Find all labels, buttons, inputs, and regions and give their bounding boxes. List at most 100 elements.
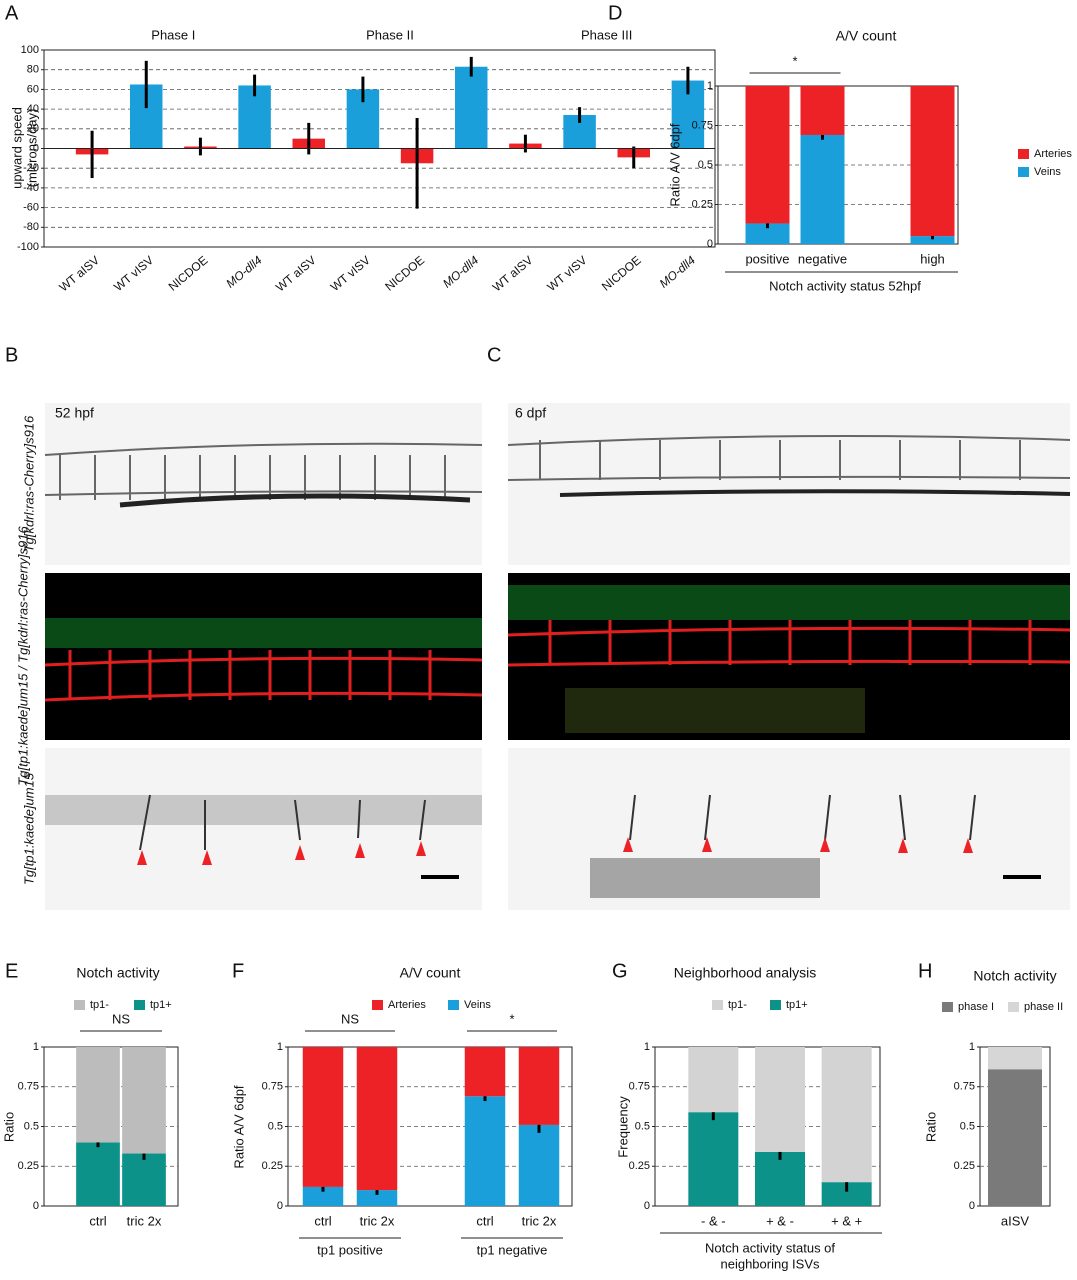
x-tick-label: negative <box>798 251 847 266</box>
chart-title: Neighborhood analysis <box>674 965 816 981</box>
y-tick-label: -40 <box>23 182 39 194</box>
bar-segment <box>745 86 790 224</box>
legend-swatch <box>1008 1002 1019 1012</box>
annotation: NS <box>112 1011 130 1026</box>
y-tick-label: 0 <box>277 1200 283 1212</box>
x-tick-label: tric 2x <box>127 1213 162 1228</box>
y-tick-label: -20 <box>23 162 39 174</box>
y-tick-label: 0.5 <box>960 1120 975 1132</box>
panel-letter: F <box>232 960 244 982</box>
y-tick-label: 0.25 <box>18 1160 39 1172</box>
panel-letter: B <box>5 344 18 366</box>
row-label: Tg[tp1:kaede]um15 / Tg[kdrl:ras-Cherry]s… <box>15 526 30 786</box>
legend-label: Arteries <box>1034 148 1072 160</box>
row-label: Tg[tp1:kaede]um15 <box>21 772 36 885</box>
legend-label: phase II <box>1024 1001 1063 1013</box>
x-tick-label: WT aISV <box>490 253 536 294</box>
annotation: * <box>509 1011 514 1026</box>
y-tick-label: 0.5 <box>268 1120 283 1132</box>
x-tick-label: MO-dll4 <box>223 253 264 291</box>
x-tick-label: WT aISV <box>56 253 102 294</box>
y-tick-label: 0 <box>707 238 713 250</box>
x-tick-label: ctrl <box>89 1213 106 1228</box>
legend-swatch <box>770 1000 781 1010</box>
bar-segment <box>122 1153 166 1206</box>
stage-label: 6 dpf <box>515 405 546 421</box>
y-tick-label: 0.5 <box>635 1120 650 1132</box>
group-label: tp1 positive <box>317 1242 383 1257</box>
x-tick-label: tric 2x <box>360 1213 395 1228</box>
x-tick-label: NICDOE <box>382 253 427 294</box>
x-tick-label: aISV <box>1001 1213 1030 1228</box>
y-tick-label: 1 <box>644 1041 650 1053</box>
y-tick-label: -80 <box>23 221 39 233</box>
panel-letter: H <box>918 960 932 982</box>
legend-swatch <box>1018 167 1029 177</box>
y-tick-label: 0.5 <box>698 159 713 171</box>
y-axis-label: Ratio <box>923 1112 938 1142</box>
bar-segment <box>821 1182 872 1206</box>
legend-swatch <box>372 1000 383 1010</box>
x-tick-label: MO-dll4 <box>440 253 481 291</box>
legend-swatch <box>448 1000 459 1010</box>
y-tick-label: 100 <box>21 44 39 56</box>
y-tick-label: 0.25 <box>954 1160 975 1172</box>
legend-swatch <box>134 1000 145 1010</box>
y-tick-label: 0.25 <box>629 1160 650 1172</box>
bar-segment <box>464 1096 506 1206</box>
x-tick-label: WT vISV <box>544 253 589 294</box>
bar-segment <box>76 1047 120 1143</box>
legend-swatch <box>712 1000 723 1010</box>
x-tick-label: WT vISV <box>328 253 373 294</box>
x-tick-label: ctrl <box>314 1213 331 1228</box>
legend-label: tp1+ <box>786 999 808 1011</box>
bar-segment <box>464 1047 506 1097</box>
bar-segment <box>688 1047 739 1113</box>
x-tick-label: NICDOE <box>599 253 644 294</box>
y-tick-label: -100 <box>17 241 39 253</box>
annotation: NS <box>341 1011 359 1026</box>
row-label: Tg[kdrl:ras-Cherry]s916 <box>21 415 36 552</box>
group-label: Phase II <box>366 27 414 42</box>
bar <box>455 66 488 149</box>
bar-segment <box>988 1047 1042 1070</box>
x-axis-label: neighboring ISVs <box>720 1256 820 1271</box>
chart-title: Notch activity <box>973 968 1056 984</box>
legend-label: tp1- <box>90 999 109 1011</box>
x-axis-label: Notch activity status of <box>705 1240 835 1255</box>
group-label: Phase III <box>581 27 632 42</box>
legend-label: tp1- <box>728 999 747 1011</box>
bar-segment <box>910 236 955 244</box>
y-axis-label: (microns/day) <box>24 109 39 188</box>
bar-segment <box>302 1186 344 1206</box>
y-tick-label: 0.5 <box>24 1120 39 1132</box>
legend-label: tp1+ <box>150 999 172 1011</box>
x-tick-label: - & - <box>701 1213 726 1228</box>
y-tick-label: 0.25 <box>692 198 713 210</box>
chart-title: A/V count <box>400 965 461 981</box>
x-tick-label: NICDOE <box>166 253 211 294</box>
micrograph-b: 52 hpf <box>44 403 483 910</box>
bar-segment <box>518 1047 560 1125</box>
bar-segment <box>910 86 955 237</box>
x-tick-label: MO-dll4 <box>657 253 698 291</box>
y-tick-label: -60 <box>23 202 39 214</box>
legend-swatch <box>942 1002 953 1012</box>
x-tick-label: WT aISV <box>273 253 319 294</box>
y-tick-label: 60 <box>27 83 39 95</box>
bar-segment <box>356 1190 398 1206</box>
x-tick-label: WT vISV <box>111 253 156 294</box>
x-tick-label: + & + <box>831 1213 862 1228</box>
group-label: Phase I <box>151 27 195 42</box>
bar-segment <box>755 1151 805 1206</box>
annotation: * <box>792 53 797 68</box>
y-tick-label: 80 <box>27 64 39 76</box>
y-tick-label: 1 <box>33 1041 39 1053</box>
bar-segment <box>302 1047 344 1187</box>
bar-segment <box>988 1069 1042 1206</box>
bar-segment <box>745 223 790 244</box>
bar-segment <box>76 1142 120 1206</box>
y-axis-label: Ratio A/V 6dpf <box>231 1085 246 1168</box>
x-axis-label: Notch activity status 52hpf <box>769 278 921 293</box>
chart-title: A/V count <box>836 28 897 44</box>
